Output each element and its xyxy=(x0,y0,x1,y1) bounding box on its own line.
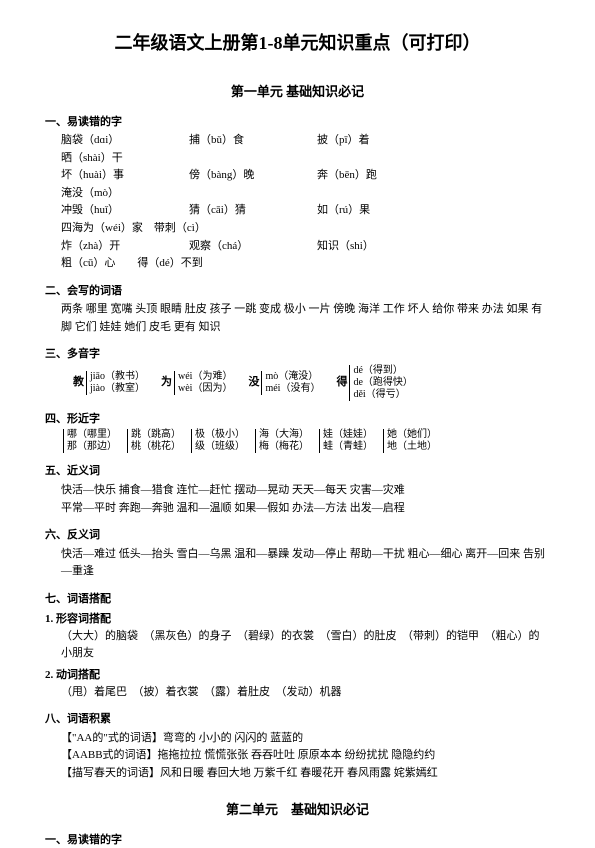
section-2-content: 两条 哪里 宽嘴 头顶 眼睛 肚皮 孩子 一跳 变成 极小 一片 傍晚 海洋 工… xyxy=(45,301,550,336)
section-7-head: 七、词语搭配 xyxy=(45,591,550,608)
misread-item: 观察（chá） xyxy=(189,238,299,256)
misread-item: 炸（zhà）开 xyxy=(61,238,171,256)
misread-item: 淹没（mò） xyxy=(61,185,231,203)
section-7-sub1-head: 1. 形容词搭配 xyxy=(45,611,550,628)
synonym-line: 平常—平时 奔跑—奔驰 温和—温顺 如果—假如 办法—方法 出发—启程 xyxy=(61,500,550,518)
misread-item: 冲毁（huǐ） xyxy=(61,202,171,220)
misread-item: 知识（shi） xyxy=(317,238,427,256)
misread-item: 傍（bàng）晚 xyxy=(189,167,299,185)
synonym-line: 快活—快乐 捕食—猎食 连忙—赶忙 摆动—晃动 天天—每天 灾害—灾难 xyxy=(61,482,550,500)
polyphonic-item: 教jiāo（教书）jiào（教室） xyxy=(73,371,145,395)
section-7-sub2-content: （甩）着尾巴 （披）着衣裳 （露）着肚皮 （发动）机器 xyxy=(45,684,550,702)
similar-char-pair: 极（极小）级（班级） xyxy=(189,429,245,453)
idiom-line-3: 【描写春天的词语】风和日暖 春回大地 万紫千红 春暖花开 春风雨露 姹紫嫣红 xyxy=(61,765,550,783)
similar-char-pair: 娃（娃娃）蛙（青蛙） xyxy=(317,429,373,453)
section-7-sub1-content: （大大）的脑袋 （黑灰色）的身子 （碧绿）的衣裳 （雪白）的肚皮 （带刺）的铠甲… xyxy=(45,628,550,663)
unit2-title: 第二单元 基础知识必记 xyxy=(45,800,550,820)
misread-item: 猜（cāi）猜 xyxy=(189,202,299,220)
section-1-content: 脑袋（dɑi） 捕（bǔ）食披（pī）着晒（shài）干 坏（huài）事傍（bà… xyxy=(45,132,550,273)
misread-item: 披（pī）着 xyxy=(317,132,427,150)
section-3-head: 三、多音字 xyxy=(45,346,550,363)
polyphonic-item: 没mò（淹没）méi（没有） xyxy=(248,371,320,395)
similar-char-pair: 跳（跳高）桃（桃花） xyxy=(125,429,181,453)
misread-item: 捕（bǔ）食 xyxy=(189,132,299,150)
document-title: 二年级语文上册第1-8单元知识重点（可打印） xyxy=(45,30,550,57)
idiom-line-2: 【AABB式的词语】拖拖拉拉 慌慌张张 吞吞吐吐 原原本本 纷纷扰扰 隐隐约约 xyxy=(61,747,550,765)
misread-item: 脑袋（dɑi） xyxy=(61,132,171,150)
polyphonic-item: 为wéi（为难）wèi（因为） xyxy=(161,371,232,395)
misread-item: 如（rú）果 xyxy=(317,202,427,220)
misread-item: 坏（huài）事 xyxy=(61,167,171,185)
section-9-head: 一、易读错的字 xyxy=(45,832,550,848)
section-2-head: 二、会写的词语 xyxy=(45,283,550,300)
similar-char-pair: 哪（哪里）那（那边） xyxy=(61,429,117,453)
section-5-head: 五、近义词 xyxy=(45,463,550,480)
misread-item: 四海为（wéi）家 带刺（cì） xyxy=(61,220,231,238)
section-4-content: 哪（哪里）那（那边） 跳（跳高）桃（桃花） 极（极小）级（班级） 海（大海）梅（梅花）… xyxy=(45,429,550,453)
section-6-content: 快活—难过 低头—抬头 雪白—乌黑 温和—暴躁 发动—停止 帮助—干扰 粗心—细… xyxy=(45,546,550,581)
misread-item: 晒（shài）干 xyxy=(61,150,231,168)
section-7-sub2-head: 2. 动词搭配 xyxy=(45,667,550,684)
misread-item: 粗（cū）心 得（dé）不到 xyxy=(61,255,231,273)
section-1-head: 一、易读错的字 xyxy=(45,114,550,131)
idiom-line-1: 【"AA的"式的词语】弯弯的 小小的 闪闪的 蓝蓝的 xyxy=(61,730,550,748)
similar-char-pair: 她（她们）地（土地） xyxy=(381,429,437,453)
section-4-head: 四、形近字 xyxy=(45,411,550,428)
section-8-content: 【"AA的"式的词语】弯弯的 小小的 闪闪的 蓝蓝的 【AABB式的词语】拖拖拉… xyxy=(45,730,550,783)
misread-item: 奔（bēn）跑 xyxy=(317,167,427,185)
polyphonic-item: 得dé（得到）de（跑得快）děi（得亏） xyxy=(336,365,412,401)
section-8-head: 八、词语积累 xyxy=(45,711,550,728)
section-6-head: 六、反义词 xyxy=(45,527,550,544)
similar-char-pair: 海（大海）梅（梅花） xyxy=(253,429,309,453)
section-5-content: 快活—快乐 捕食—猎食 连忙—赶忙 摆动—晃动 天天—每天 灾害—灾难平常—平时… xyxy=(45,482,550,517)
section-3-content: 教jiāo（教书）jiào（教室） 为wéi（为难）wèi（因为） 没mò（淹没）m… xyxy=(45,365,550,401)
unit1-title: 第一单元 基础知识必记 xyxy=(45,82,550,102)
